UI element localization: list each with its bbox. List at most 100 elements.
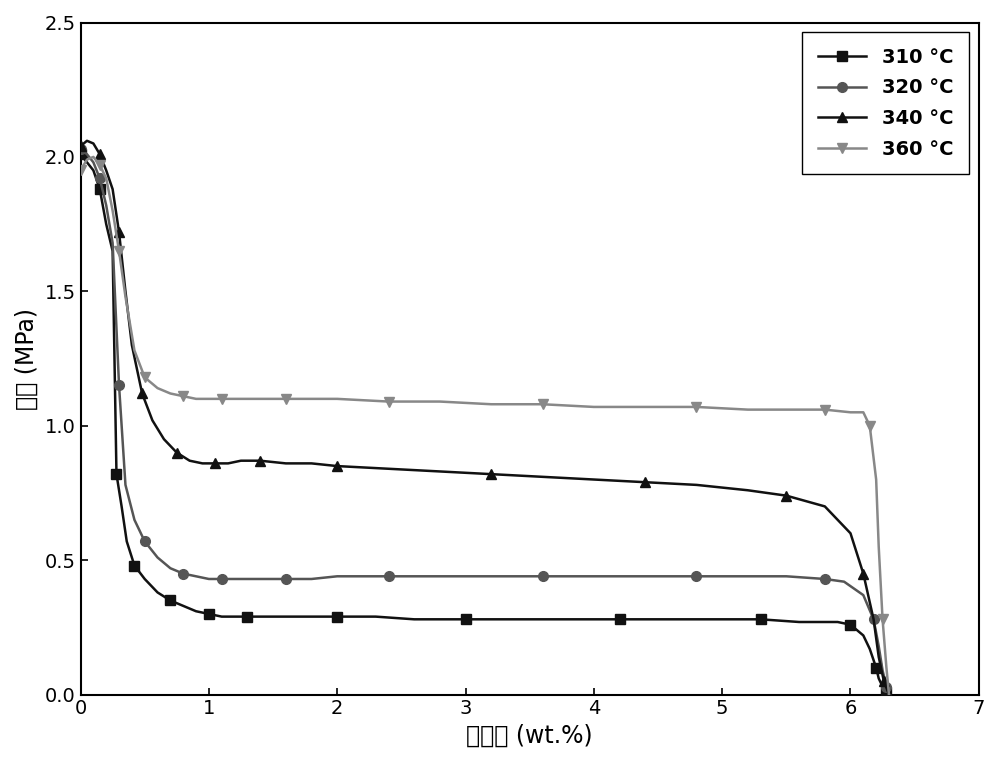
340 °C bbox=[94, 150, 106, 159]
360 °C bbox=[306, 394, 318, 404]
310 °C bbox=[94, 185, 106, 194]
340 °C bbox=[844, 529, 856, 538]
310 °C bbox=[164, 596, 176, 605]
340 °C bbox=[196, 459, 208, 468]
310 °C bbox=[864, 644, 876, 653]
320 °C bbox=[119, 481, 131, 490]
360 °C bbox=[780, 405, 792, 414]
320 °C bbox=[190, 571, 202, 581]
310 °C bbox=[87, 166, 99, 175]
310 °C bbox=[110, 469, 122, 478]
320 °C bbox=[81, 150, 93, 159]
340 °C bbox=[331, 462, 343, 471]
310 °C bbox=[177, 601, 189, 610]
320 °C bbox=[383, 571, 395, 581]
320 °C bbox=[434, 571, 446, 581]
320 °C bbox=[742, 571, 754, 581]
340 °C bbox=[254, 456, 266, 465]
340 °C bbox=[222, 459, 234, 468]
310 °C bbox=[877, 682, 889, 691]
320 °C bbox=[128, 515, 140, 524]
320 °C bbox=[537, 571, 549, 581]
310 °C bbox=[128, 561, 140, 570]
340 °C bbox=[100, 166, 112, 175]
310 °C bbox=[116, 502, 128, 511]
320 °C bbox=[306, 575, 318, 584]
310 °C bbox=[870, 663, 882, 672]
360 °C bbox=[331, 394, 343, 404]
340 °C bbox=[883, 690, 895, 699]
360 °C bbox=[434, 397, 446, 406]
340 °C bbox=[113, 227, 125, 237]
Legend: 310 °C, 320 °C, 340 °C, 360 °C: 310 °C, 320 °C, 340 °C, 360 °C bbox=[802, 32, 969, 174]
310 °C bbox=[883, 690, 895, 699]
320 °C bbox=[87, 158, 99, 167]
310 °C bbox=[460, 615, 472, 624]
320 °C bbox=[485, 571, 497, 581]
360 °C bbox=[877, 615, 889, 624]
320 °C bbox=[588, 571, 600, 581]
320 °C bbox=[113, 381, 125, 390]
340 °C bbox=[107, 185, 119, 194]
340 °C bbox=[119, 287, 131, 296]
340 °C bbox=[537, 472, 549, 481]
340 °C bbox=[75, 142, 87, 151]
340 °C bbox=[857, 569, 869, 578]
310 °C bbox=[370, 612, 382, 621]
360 °C bbox=[690, 402, 702, 411]
320 °C bbox=[877, 666, 889, 675]
320 °C bbox=[177, 569, 189, 578]
360 °C bbox=[844, 407, 856, 417]
340 °C bbox=[87, 139, 99, 148]
310 °C bbox=[665, 615, 677, 624]
360 °C bbox=[880, 663, 892, 672]
310 °C bbox=[844, 620, 856, 629]
310 °C bbox=[100, 220, 112, 229]
340 °C bbox=[434, 467, 446, 476]
360 °C bbox=[164, 389, 176, 398]
310 °C bbox=[408, 615, 420, 624]
340 °C bbox=[690, 481, 702, 490]
310 °C bbox=[716, 615, 728, 624]
340 °C bbox=[146, 416, 158, 425]
360 °C bbox=[229, 394, 241, 404]
340 °C bbox=[780, 491, 792, 501]
310 °C bbox=[75, 150, 87, 159]
310 °C bbox=[614, 615, 626, 624]
360 °C bbox=[94, 160, 106, 169]
360 °C bbox=[639, 402, 651, 411]
360 °C bbox=[75, 166, 87, 175]
310 °C bbox=[139, 575, 151, 584]
340 °C bbox=[126, 340, 138, 349]
320 °C bbox=[690, 571, 702, 581]
340 °C bbox=[235, 456, 247, 465]
320 °C bbox=[883, 690, 895, 699]
320 °C bbox=[780, 571, 792, 581]
310 °C bbox=[857, 631, 869, 640]
320 °C bbox=[838, 577, 850, 586]
340 °C bbox=[280, 459, 292, 468]
340 °C bbox=[588, 475, 600, 484]
320 °C bbox=[139, 536, 151, 546]
360 °C bbox=[485, 400, 497, 409]
340 °C bbox=[171, 448, 183, 457]
320 °C bbox=[152, 553, 164, 562]
360 °C bbox=[870, 475, 882, 484]
Line: 360 °C: 360 °C bbox=[76, 152, 894, 700]
310 °C bbox=[755, 615, 767, 624]
360 °C bbox=[119, 292, 131, 301]
360 °C bbox=[819, 405, 831, 414]
310 °C bbox=[331, 612, 343, 621]
310 °C bbox=[793, 617, 805, 626]
360 °C bbox=[81, 155, 93, 164]
320 °C bbox=[254, 575, 266, 584]
310 °C bbox=[562, 615, 574, 624]
360 °C bbox=[113, 246, 125, 256]
360 °C bbox=[139, 373, 151, 382]
X-axis label: 含氢量 (wt.%): 含氢量 (wt.%) bbox=[466, 724, 593, 748]
310 °C bbox=[293, 612, 305, 621]
Line: 310 °C: 310 °C bbox=[76, 150, 894, 700]
360 °C bbox=[742, 405, 754, 414]
340 °C bbox=[184, 456, 196, 465]
310 °C bbox=[880, 687, 892, 697]
